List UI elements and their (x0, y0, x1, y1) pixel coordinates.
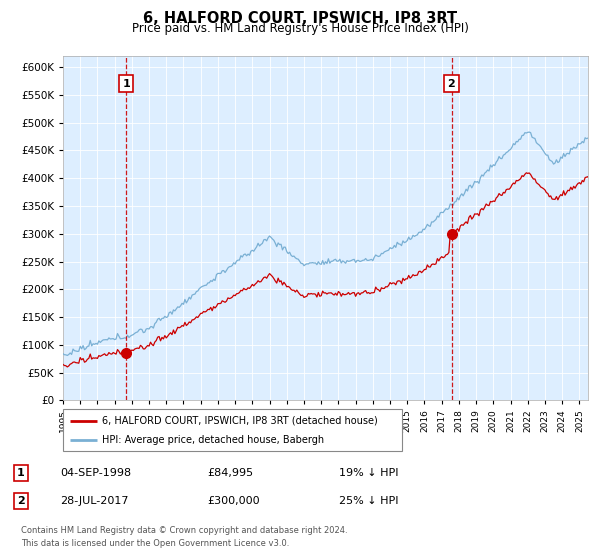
Text: 6, HALFORD COURT, IPSWICH, IP8 3RT (detached house): 6, HALFORD COURT, IPSWICH, IP8 3RT (deta… (102, 416, 378, 426)
Text: Price paid vs. HM Land Registry's House Price Index (HPI): Price paid vs. HM Land Registry's House … (131, 22, 469, 35)
Text: Contains HM Land Registry data © Crown copyright and database right 2024.: Contains HM Land Registry data © Crown c… (21, 526, 347, 535)
Text: 25% ↓ HPI: 25% ↓ HPI (339, 496, 398, 506)
Text: 1: 1 (17, 468, 25, 478)
Text: 28-JUL-2017: 28-JUL-2017 (60, 496, 128, 506)
Text: 1: 1 (122, 79, 130, 89)
Text: 2: 2 (448, 79, 455, 89)
Text: £300,000: £300,000 (207, 496, 260, 506)
FancyBboxPatch shape (63, 409, 402, 451)
Text: 19% ↓ HPI: 19% ↓ HPI (339, 468, 398, 478)
Text: HPI: Average price, detached house, Babergh: HPI: Average price, detached house, Babe… (102, 435, 324, 445)
Text: £84,995: £84,995 (207, 468, 253, 478)
Text: 2: 2 (17, 496, 25, 506)
Text: 04-SEP-1998: 04-SEP-1998 (60, 468, 131, 478)
Text: This data is licensed under the Open Government Licence v3.0.: This data is licensed under the Open Gov… (21, 539, 289, 548)
Text: 6, HALFORD COURT, IPSWICH, IP8 3RT: 6, HALFORD COURT, IPSWICH, IP8 3RT (143, 11, 457, 26)
